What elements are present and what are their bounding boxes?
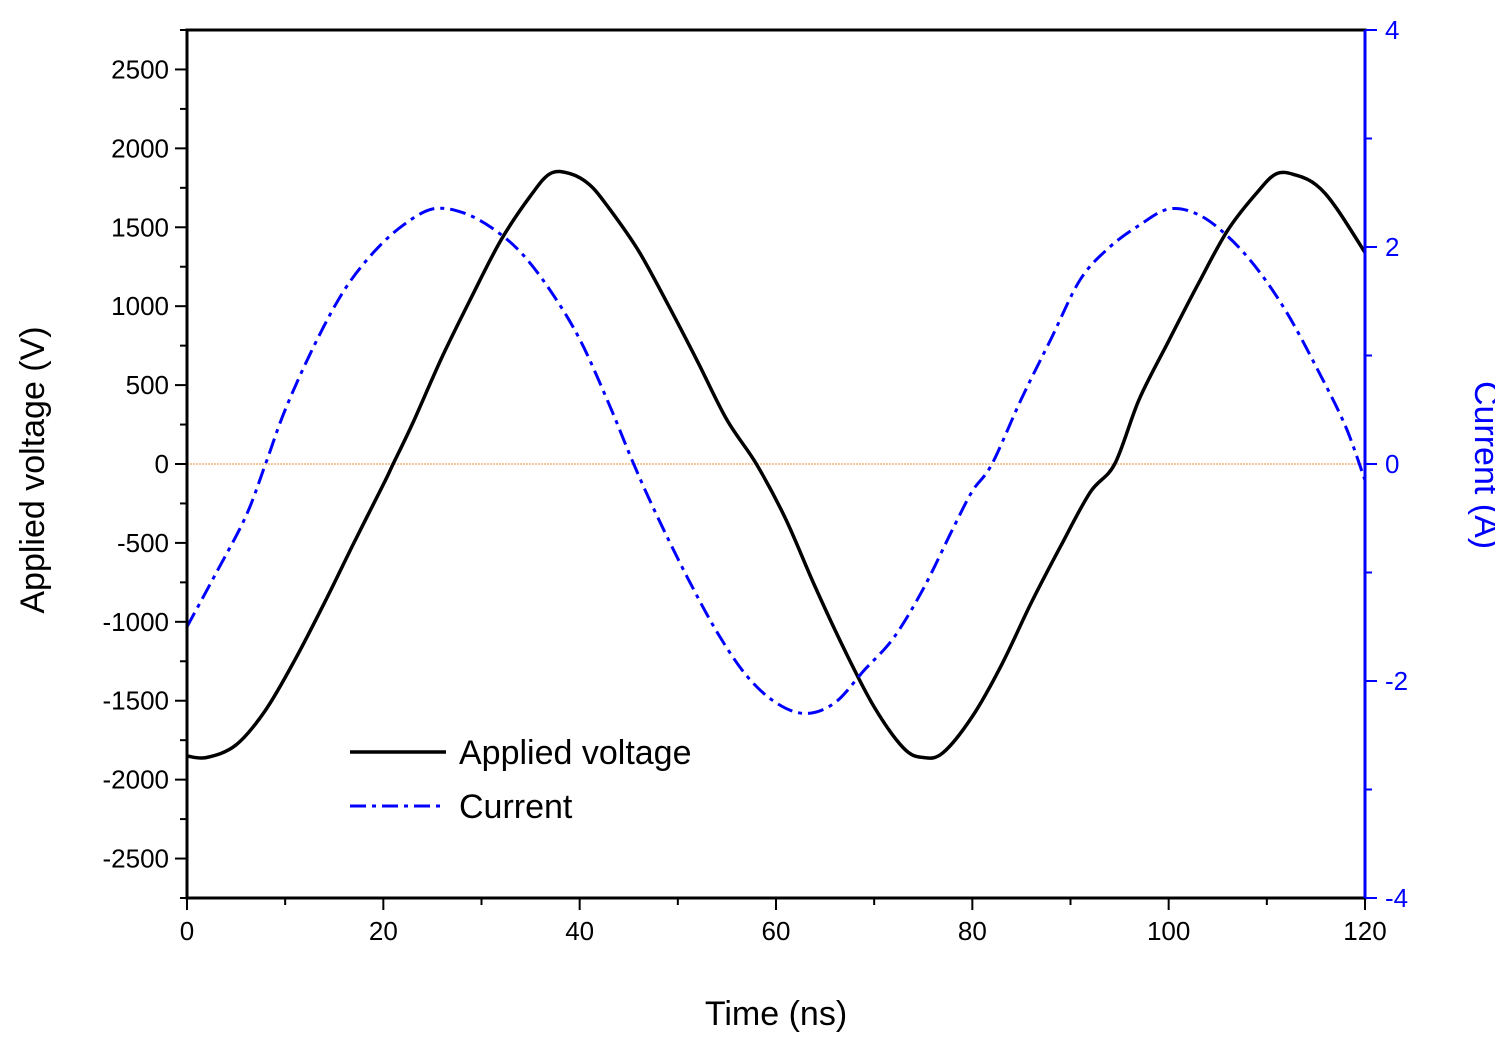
legend-label-applied-voltage: Applied voltage bbox=[459, 734, 692, 772]
left-y-tick-label: -2500 bbox=[103, 844, 170, 874]
right-y-axis-title: Current (A) bbox=[1467, 381, 1495, 549]
series-line-applied-voltage bbox=[186, 169, 1367, 760]
left-y-tick-label: -1000 bbox=[103, 607, 170, 637]
x-axis-title: Time (ns) bbox=[705, 995, 847, 1033]
x-tick-label: 100 bbox=[1147, 916, 1190, 946]
left-y-tick-label: 2500 bbox=[111, 54, 169, 84]
left-y-tick-label: -500 bbox=[117, 528, 169, 558]
series-line-current bbox=[185, 206, 1367, 715]
left-y-tick-label: 2000 bbox=[111, 133, 169, 163]
x-tick-label: 120 bbox=[1343, 916, 1386, 946]
series-lines bbox=[185, 169, 1367, 760]
left-y-axis-title: Applied voltage (V) bbox=[14, 326, 52, 613]
left-y-axis-ticks: -2500 -2000 -1500 -1000 -500 0 500 1000 1500 2000… bbox=[103, 29, 187, 899]
left-y-tick-label: 1000 bbox=[111, 291, 169, 321]
right-y-tick-label: 2 bbox=[1385, 232, 1399, 262]
x-tick-label: 80 bbox=[958, 916, 987, 946]
right-y-tick-label: 4 bbox=[1385, 15, 1399, 45]
x-tick-label: 20 bbox=[369, 916, 398, 946]
left-y-tick-label: 500 bbox=[126, 370, 169, 400]
left-y-tick-label: 1500 bbox=[111, 212, 169, 242]
x-tick-label: 40 bbox=[565, 916, 594, 946]
left-y-tick-label: -1500 bbox=[103, 686, 170, 716]
legend: Applied voltage Current bbox=[350, 734, 692, 826]
x-tick-label: 0 bbox=[180, 916, 194, 946]
x-tick-label: 60 bbox=[762, 916, 791, 946]
left-y-tick-label: 0 bbox=[155, 449, 169, 479]
right-y-tick-label: -4 bbox=[1385, 883, 1408, 913]
left-y-tick-label: -2000 bbox=[103, 765, 170, 795]
right-y-tick-label: -2 bbox=[1385, 666, 1408, 696]
right-y-tick-label: 0 bbox=[1385, 449, 1399, 479]
x-axis-ticks: 0 20 40 60 80 100 120 bbox=[180, 898, 1387, 946]
right-y-axis-ticks: -4 -2 0 2 4 bbox=[1365, 15, 1408, 913]
legend-label-current: Current bbox=[459, 788, 573, 826]
